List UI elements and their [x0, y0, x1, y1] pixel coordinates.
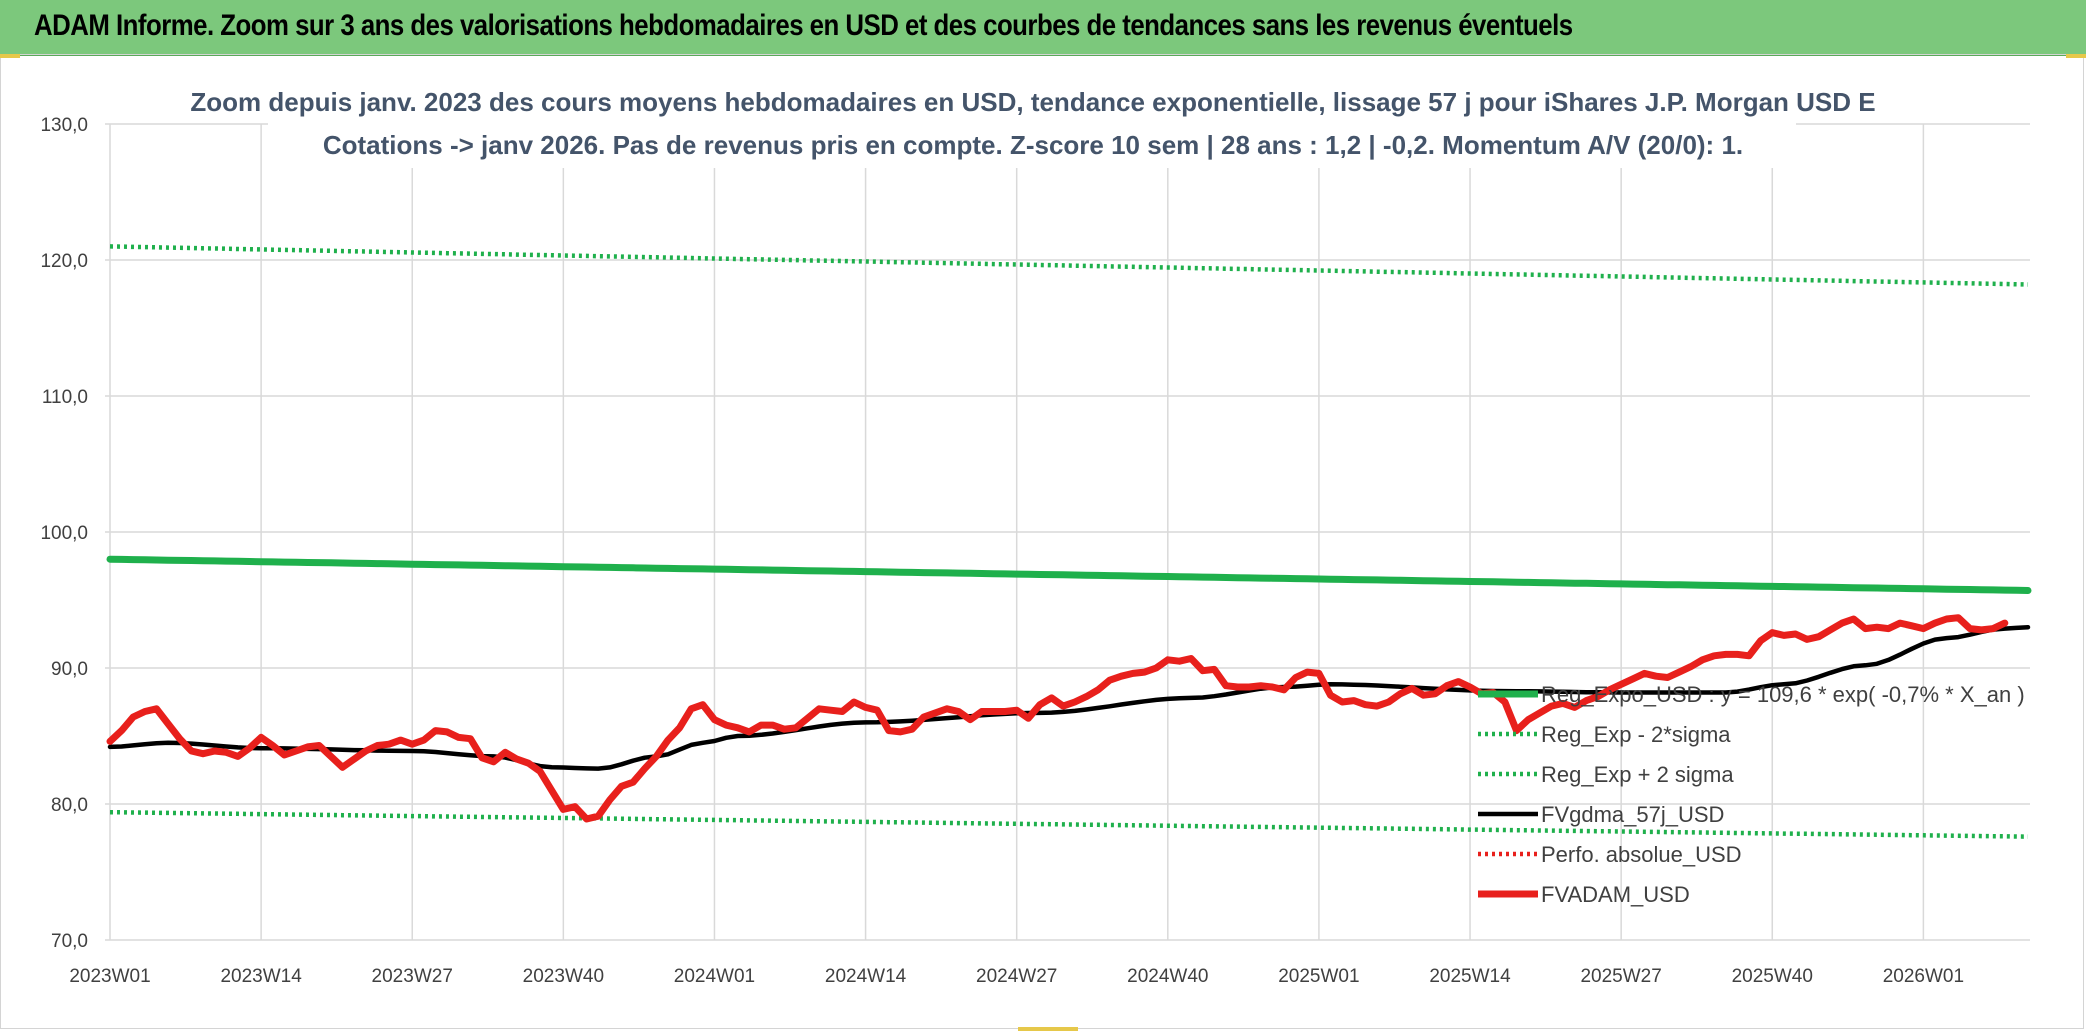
y-tick-label: 130,0 [40, 115, 88, 136]
chart-title: Zoom depuis janv. 2023 des cours moyens … [190, 76, 1876, 168]
legend-label-0: Reg_Expo_USD : y = 109,6 * exp( -0,7% * … [1541, 682, 2025, 707]
x-tick-label: 2024W40 [1127, 966, 1208, 987]
series-lines [106, 244, 2032, 839]
series-line-2 [109, 244, 2029, 287]
y-axis-ticks: 70,0 80,0 90,0 100,0 110,0 120,0 130,0 [40, 115, 88, 952]
series-line-3 [107, 624, 2031, 771]
chart-title-line-1: Zoom depuis janv. 2023 des cours moyens … [190, 87, 1875, 117]
y-tick-label: 100,0 [40, 523, 88, 544]
gridlines [105, 123, 2030, 941]
y-tick-label: 80,0 [51, 795, 88, 816]
y-tick-label: 110,0 [42, 387, 88, 408]
series-line-0 [106, 555, 2032, 594]
series-line-1 [109, 809, 2029, 839]
y-tick-label: 90,0 [51, 659, 88, 680]
series-line-5 [106, 614, 2009, 823]
x-tick-label: 2026W01 [1883, 966, 1964, 987]
y-tick-label: 120,0 [40, 251, 88, 272]
report-banner: ADAM Informe. Zoom sur 3 ans des valoris… [0, 0, 2086, 56]
x-tick-label: 2023W01 [69, 966, 150, 987]
legend-label-5: FVADAM_USD [1541, 882, 1690, 907]
legend-label-3: FVgdma_57j_USD [1541, 802, 1724, 827]
x-tick-label: 2023W27 [372, 966, 453, 987]
chart-title-background [268, 76, 1796, 168]
x-tick-label: 2025W14 [1429, 966, 1511, 987]
legend-label-2: Reg_Exp + 2 sigma [1541, 762, 1734, 787]
y-tick-label: 70,0 [51, 931, 88, 952]
x-axis-ticks: 2023W01 2023W14 2023W27 2023W40 2024W01 2024W… [69, 966, 1964, 987]
x-tick-label: 2025W01 [1278, 966, 1359, 987]
legend-label-4: Perfo. absolue_USD [1541, 842, 1742, 867]
x-tick-label: 2024W27 [976, 966, 1057, 987]
x-tick-label: 2025W27 [1580, 966, 1661, 987]
x-tick-label: 2024W01 [674, 966, 755, 987]
x-tick-label: 2024W14 [825, 966, 907, 987]
x-tick-label: 2023W40 [523, 966, 604, 987]
chart-title-line-2: Cotations -> janv 2026. Pas de revenus p… [323, 130, 1743, 160]
frame-corner-right [2066, 54, 2086, 58]
legend-label-1: Reg_Exp - 2*sigma [1541, 722, 1731, 747]
x-tick-label: 2023W14 [220, 966, 302, 987]
report-title: ADAM Informe. Zoom sur 3 ans des valoris… [34, 9, 1573, 42]
frame-corner-bottom [1018, 1027, 1078, 1031]
frame-corner-left [0, 54, 20, 58]
x-tick-label: 2025W40 [1732, 966, 1813, 987]
legend: Reg_Expo_USD : y = 109,6 * exp( -0,7% * … [1478, 682, 2025, 907]
